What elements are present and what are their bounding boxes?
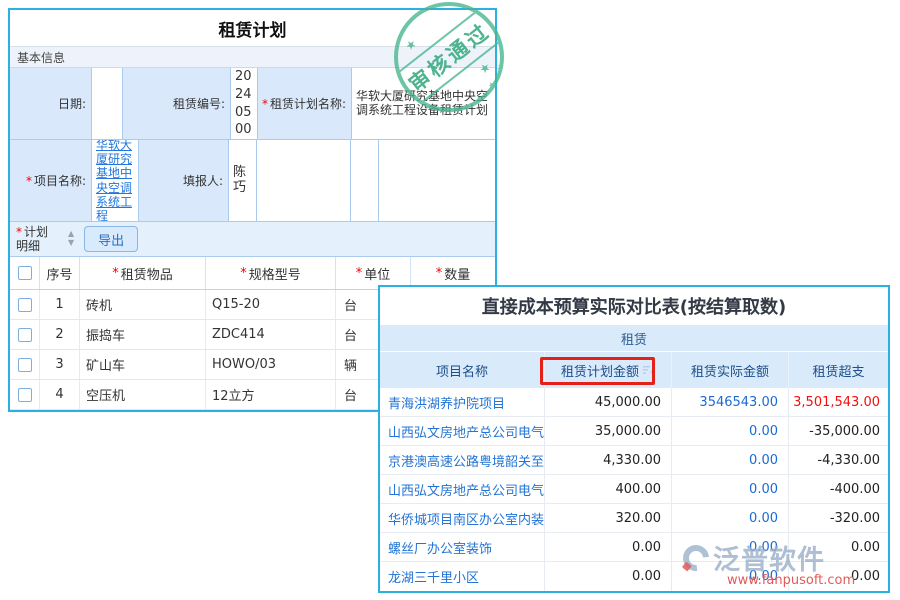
- form-row-2: * 项目名称: 华软大厦研究基地中央空调系统工程 填报人: 陈巧: [10, 140, 495, 222]
- project-link[interactable]: 螺丝厂办公室装饰: [380, 533, 545, 561]
- table-row: 京港澳高速公路粤境韶关至 4,330.00 0.00 -4,330.00: [380, 446, 888, 475]
- rental-no-label: 租赁编号:: [123, 68, 231, 139]
- col-actual-amount: 租赁实际金额: [672, 352, 789, 388]
- plan-detail-label: * 计划 明细: [16, 224, 49, 253]
- rental-items-table: 序号 * 租赁物品 * 规格型号 * 单位 * 数量 1 砖机 Q15-20 台 2: [10, 257, 495, 410]
- table-row: 龙湖三千里小区 0.00 0.00 0.00: [380, 562, 888, 591]
- project-link[interactable]: 青海洪湖养护院项目: [380, 388, 545, 416]
- items-header-row: 序号 * 租赁物品 * 规格型号 * 单位 * 数量: [10, 257, 495, 290]
- rental-plan-window: 租赁计划 基本信息 日期: 租赁编号: 20240500 * 租赁计划名称: 华…: [8, 8, 497, 412]
- report-title: 直接成本预算实际对比表(按结算取数): [481, 297, 787, 318]
- table-row: 2 振捣车 ZDC414 台: [10, 320, 495, 350]
- project-link[interactable]: 华侨城项目南区办公室内装: [380, 504, 545, 532]
- row-checkbox[interactable]: [17, 327, 32, 342]
- table-row: 4 空压机 12立方 台: [10, 380, 495, 410]
- project-link[interactable]: 龙湖三千里小区: [380, 562, 545, 591]
- page-title: 租赁计划: [10, 10, 495, 47]
- rental-no-field[interactable]: 20240500: [231, 68, 258, 139]
- group-header-rental: 租赁: [380, 325, 888, 352]
- empty-cell: [257, 140, 351, 221]
- table-row: 青海洪湖养护院项目 45,000.00 3546543.00 3,501,543…: [380, 388, 888, 417]
- table-row: 华侨城项目南区办公室内装 320.00 0.00 -320.00: [380, 504, 888, 533]
- col-planned-amount[interactable]: 租赁计划金额: [545, 352, 672, 388]
- plan-name-field[interactable]: 华软大厦研究基地中央空调系统工程设备租赁计划: [352, 68, 495, 139]
- row-checkbox[interactable]: [17, 387, 32, 402]
- col-item: * 租赁物品: [80, 257, 206, 289]
- project-name-field: 华软大厦研究基地中央空调系统工程: [92, 140, 139, 221]
- plan-name-label: * 租赁计划名称:: [258, 68, 352, 139]
- date-field[interactable]: [92, 68, 123, 139]
- table-row: 山西弘文房地产总公司电气 400.00 0.00 -400.00: [380, 475, 888, 504]
- project-link[interactable]: 山西弘文房地产总公司电气: [380, 475, 545, 503]
- star-icon: ★: [442, 6, 455, 7]
- table-row: 3 矿山车 HOWO/03 辆: [10, 350, 495, 380]
- spinner-up-icon[interactable]: ▲: [68, 229, 75, 239]
- form-row-1: 日期: 租赁编号: 20240500 * 租赁计划名称: 华软大厦研究基地中央空…: [10, 68, 495, 140]
- table-row: 螺丝厂办公室装饰 0.00 0.00 0.00: [380, 533, 888, 562]
- reporter-field[interactable]: 陈巧: [229, 140, 257, 221]
- cost-comparison-window: 直接成本预算实际对比表(按结算取数) 租赁 项目名称 租赁计划金额 租赁实际金额…: [378, 285, 890, 593]
- project-name-link[interactable]: 华软大厦研究基地中央空调系统工程: [96, 140, 133, 221]
- empty-cell: [379, 140, 495, 221]
- project-link[interactable]: 京港澳高速公路粤境韶关至: [380, 446, 545, 474]
- row-checkbox[interactable]: [17, 357, 32, 372]
- section-basic-info: 基本信息: [10, 47, 495, 68]
- project-link[interactable]: 山西弘文房地产总公司电气: [380, 417, 545, 445]
- reporter-label: 填报人:: [139, 140, 229, 221]
- export-button[interactable]: 导出: [84, 226, 139, 252]
- col-project-name: 项目名称: [380, 352, 545, 388]
- table-row: 山西弘文房地产总公司电气 35,000.00 0.00 -35,000.00: [380, 417, 888, 446]
- spinner-down-icon[interactable]: ▼: [68, 238, 75, 247]
- col-overrun: 租赁超支: [812, 364, 865, 380]
- project-name-label: * 项目名称:: [10, 140, 92, 221]
- sort-icon[interactable]: [643, 364, 655, 376]
- row-checkbox[interactable]: [17, 297, 32, 312]
- col-qty: * 数量: [435, 265, 471, 283]
- select-all-checkbox[interactable]: [17, 266, 32, 280]
- detail-spinner: ▲ ▼: [68, 229, 75, 248]
- col-seq: 序号: [40, 257, 80, 289]
- plan-detail-toolbar: * 计划 明细 ▲ ▼ 导出: [10, 222, 495, 257]
- col-unit: * 单位: [336, 257, 411, 289]
- col-spec: * 规格型号: [206, 257, 336, 289]
- report-header-row: 项目名称 租赁计划金额 租赁实际金额 租赁超支: [380, 352, 888, 388]
- empty-cell: [351, 140, 379, 221]
- date-label: 日期:: [10, 68, 92, 139]
